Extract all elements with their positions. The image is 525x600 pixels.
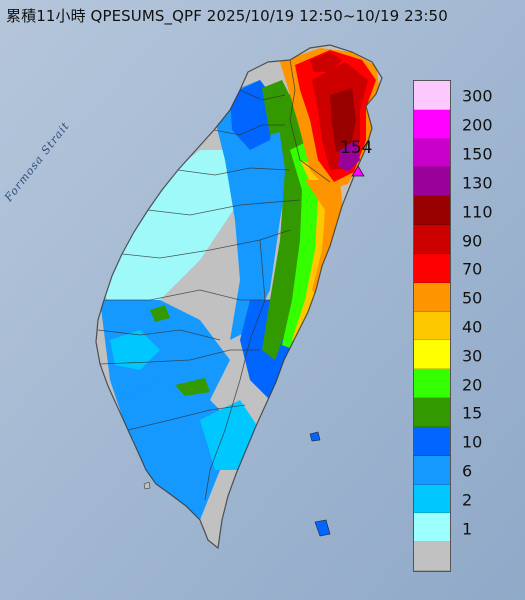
legend-label: 40 [462, 317, 483, 337]
max-rainfall-marker-icon [351, 165, 365, 177]
legend-swatch [414, 167, 450, 197]
liuqiu-island [143, 481, 151, 490]
legend-swatch [414, 81, 450, 110]
legend-swatch [414, 455, 450, 485]
legend-label: 6 [462, 461, 473, 481]
legend-swatch [414, 311, 450, 341]
legend-label: 130 [462, 173, 493, 193]
legend-swatch [414, 109, 450, 139]
legend-label: 90 [462, 231, 483, 251]
max-rainfall-label: 154 [340, 138, 373, 158]
legend-swatch [414, 484, 450, 514]
legend-swatch [414, 282, 450, 312]
legend-label: 10 [462, 432, 483, 452]
legend-swatch [414, 398, 450, 427]
legend-swatch [414, 138, 450, 168]
legend-labels: 300 200 150 130 110 90 70 50 40 30 20 15 10 6 2 1 [462, 80, 522, 570]
map-title: 累積11小時 QPESUMS_QPF 2025/10/19 12:50~10/1… [6, 7, 448, 25]
green-island [314, 519, 331, 537]
legend-label: 70 [462, 259, 483, 279]
legend-label: 2 [462, 490, 473, 510]
legend-swatch [414, 340, 450, 370]
legend-label: 1 [462, 519, 473, 539]
orchid-island [309, 431, 321, 442]
legend-label: 200 [462, 115, 493, 135]
color-legend [413, 80, 451, 572]
legend-swatch [414, 513, 450, 543]
legend-label: 50 [462, 288, 483, 308]
legend-swatch [414, 225, 450, 254]
legend-swatch [414, 426, 450, 456]
legend-label: 300 [462, 86, 493, 106]
legend-label: 20 [462, 375, 483, 395]
legend-swatch [414, 542, 450, 572]
legend-swatch [414, 196, 450, 226]
legend-label: 150 [462, 144, 493, 164]
legend-label: 110 [462, 202, 493, 222]
legend-swatch [414, 369, 450, 399]
legend-swatch [414, 253, 450, 283]
legend-label: 30 [462, 346, 483, 366]
legend-label: 15 [462, 403, 483, 423]
county-boundaries [95, 44, 383, 550]
island-shape [95, 44, 383, 550]
